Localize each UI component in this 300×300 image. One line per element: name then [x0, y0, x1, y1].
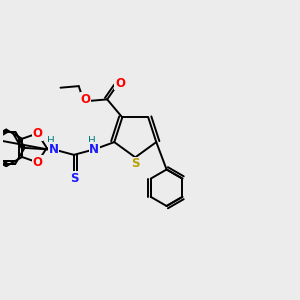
Text: H: H	[88, 136, 96, 146]
Text: O: O	[115, 77, 125, 90]
Text: S: S	[131, 157, 140, 170]
Text: N: N	[89, 143, 99, 156]
Text: S: S	[70, 172, 78, 185]
Text: H: H	[47, 136, 55, 146]
Text: O: O	[32, 156, 42, 169]
Text: O: O	[32, 127, 42, 140]
Text: N: N	[48, 143, 59, 156]
Text: O: O	[81, 93, 91, 106]
